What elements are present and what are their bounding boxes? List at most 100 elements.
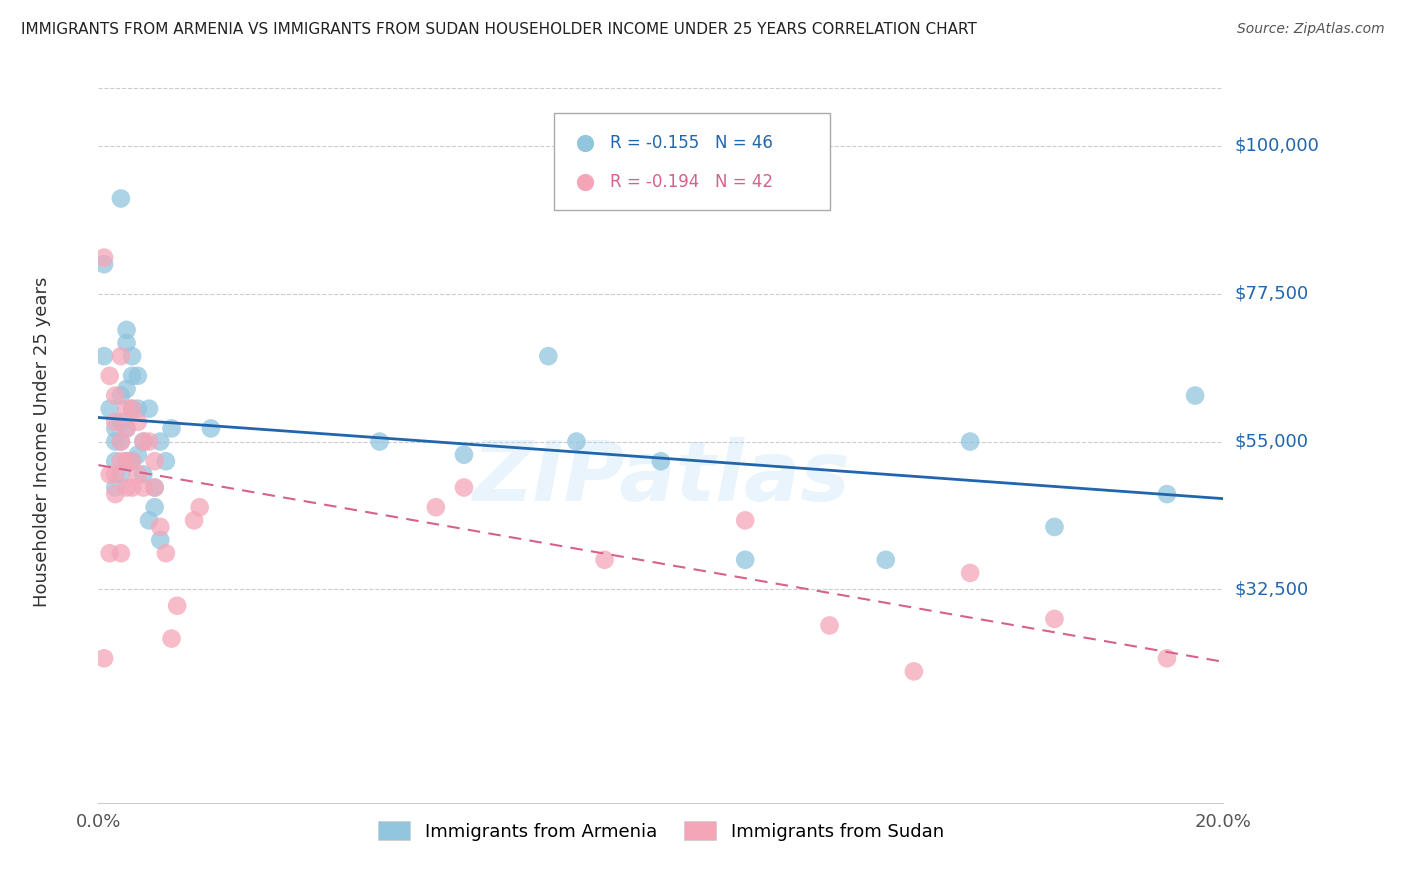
Point (453, 481, 475, 495)
Point (121, 401, 143, 416)
Point (104, 434, 127, 449)
Point (143, 481, 166, 495)
Point (143, 500, 166, 515)
Point (425, 500, 447, 515)
FancyBboxPatch shape (554, 112, 830, 211)
Point (200, 421, 222, 435)
Point (132, 467, 155, 482)
Point (1043, 612, 1066, 626)
Point (959, 566, 981, 580)
Point (166, 599, 188, 613)
Text: Source: ZipAtlas.com: Source: ZipAtlas.com (1237, 22, 1385, 37)
Point (127, 401, 149, 416)
Point (155, 454, 177, 468)
Point (1156, 651, 1178, 665)
Point (98, 368, 121, 383)
Point (104, 481, 127, 495)
Point (115, 336, 138, 351)
Point (93, 349, 115, 363)
Point (650, 454, 672, 468)
Point (143, 481, 166, 495)
Text: Householder Income Under 25 years: Householder Income Under 25 years (34, 277, 51, 607)
Point (818, 618, 841, 632)
Point (127, 368, 149, 383)
Point (93, 651, 115, 665)
Point (1184, 388, 1206, 402)
Point (115, 323, 138, 337)
Point (121, 349, 143, 363)
Point (1043, 520, 1066, 534)
Point (121, 401, 143, 416)
Point (537, 349, 560, 363)
Point (93, 257, 115, 271)
Point (104, 415, 127, 429)
Point (110, 415, 132, 429)
Point (110, 349, 132, 363)
Point (93, 251, 115, 265)
Point (115, 454, 138, 468)
Point (127, 415, 149, 429)
Point (149, 434, 172, 449)
Point (138, 434, 160, 449)
Point (875, 553, 897, 567)
Point (593, 553, 616, 567)
Point (104, 467, 127, 482)
Point (115, 481, 138, 495)
Point (132, 434, 155, 449)
Point (110, 546, 132, 560)
Point (104, 487, 127, 501)
Point (110, 388, 132, 402)
Point (110, 434, 132, 449)
Point (132, 481, 155, 495)
Text: $55,000: $55,000 (1234, 433, 1309, 450)
Text: IMMIGRANTS FROM ARMENIA VS IMMIGRANTS FROM SUDAN HOUSEHOLDER INCOME UNDER 25 YEA: IMMIGRANTS FROM ARMENIA VS IMMIGRANTS FR… (21, 22, 977, 37)
Point (138, 513, 160, 527)
Point (104, 454, 127, 468)
Point (115, 401, 138, 416)
Point (104, 388, 127, 402)
Point (121, 481, 143, 495)
Point (127, 448, 149, 462)
Point (368, 434, 391, 449)
Point (903, 665, 925, 679)
Point (1156, 487, 1178, 501)
Point (149, 533, 172, 547)
Point (143, 454, 166, 468)
Point (138, 401, 160, 416)
Point (183, 513, 205, 527)
Point (160, 421, 183, 435)
Point (98, 467, 121, 482)
Text: $77,500: $77,500 (1234, 285, 1309, 302)
Text: $32,500: $32,500 (1234, 581, 1309, 599)
Point (98, 546, 121, 560)
Point (127, 467, 149, 482)
Point (155, 546, 177, 560)
Text: $100,000: $100,000 (1234, 137, 1319, 155)
Point (734, 513, 756, 527)
Point (959, 434, 981, 449)
Point (110, 434, 132, 449)
Point (98, 401, 121, 416)
Point (149, 520, 172, 534)
Point (110, 467, 132, 482)
Point (565, 434, 588, 449)
Point (115, 454, 138, 468)
Point (115, 421, 138, 435)
Text: ZIPatlas: ZIPatlas (472, 437, 849, 518)
Point (104, 421, 127, 435)
Point (110, 454, 132, 468)
Point (132, 434, 155, 449)
Point (110, 192, 132, 206)
Point (453, 448, 475, 462)
Legend: Immigrants from Armenia, Immigrants from Sudan: Immigrants from Armenia, Immigrants from… (370, 814, 952, 848)
Point (115, 421, 138, 435)
Point (160, 632, 183, 646)
Text: R = -0.155   N = 46: R = -0.155 N = 46 (610, 135, 773, 153)
Point (121, 454, 143, 468)
Point (734, 553, 756, 567)
Text: R = -0.194   N = 42: R = -0.194 N = 42 (610, 173, 773, 192)
Point (188, 500, 211, 515)
Point (115, 382, 138, 396)
Point (121, 454, 143, 468)
Point (121, 368, 143, 383)
